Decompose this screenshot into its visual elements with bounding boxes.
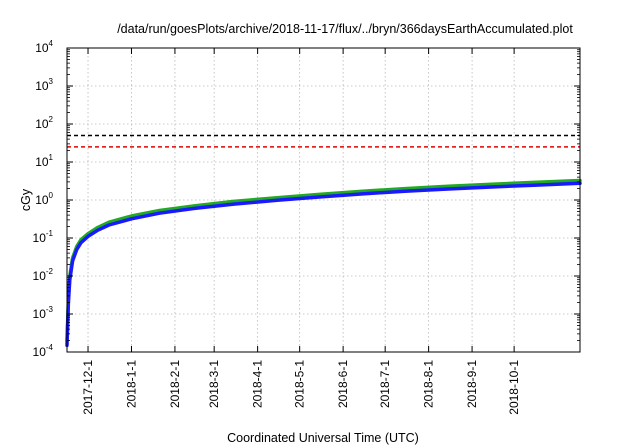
x-tick-label: 2018-4-1: [251, 360, 265, 408]
y-tick-label: 100: [35, 191, 53, 207]
x-tick-label: 2018-6-1: [336, 360, 350, 408]
y-tick-label: 101: [35, 153, 53, 169]
x-tick-label: 2018-1-1: [124, 360, 138, 408]
y-tick-label: 102: [35, 115, 53, 131]
y-tick-label: 103: [35, 77, 53, 93]
x-tick-label: 2018-5-1: [293, 360, 307, 408]
chart-title: /data/run/goesPlots/archive/2018-11-17/f…: [117, 22, 573, 36]
x-tick-label: 2018-3-1: [207, 360, 221, 408]
series-lines: [65, 178, 582, 348]
series-line-2: [65, 178, 582, 343]
y-tick-label: 10-1: [33, 229, 54, 245]
x-tick-label: 2018-7-1: [378, 360, 392, 408]
grid: [67, 47, 580, 353]
ticks: 10-4 10-3 10-2 10-1 100 101 102 103 104 2017-12-1…: [33, 39, 580, 415]
x-tick-label: 2018-10-1: [507, 360, 521, 415]
x-tick-label: 2018-2-1: [168, 360, 182, 408]
y-tick-label: 10-3: [33, 305, 54, 321]
x-axis-label: Coordinated Universal Time (UTC): [227, 431, 419, 445]
reference-lines: [67, 134, 580, 148]
x-tick-label: 2017-12-1: [81, 360, 95, 415]
y-tick-label: 104: [35, 39, 53, 55]
y-tick-label: 10-2: [33, 267, 54, 283]
y-tick-label: 10-4: [33, 343, 54, 359]
y-axis-label: cGy: [19, 188, 33, 211]
x-tick-label: 2018-9-1: [465, 360, 479, 408]
series-line-1: [65, 181, 582, 348]
x-tick-label: 2018-8-1: [422, 360, 436, 408]
